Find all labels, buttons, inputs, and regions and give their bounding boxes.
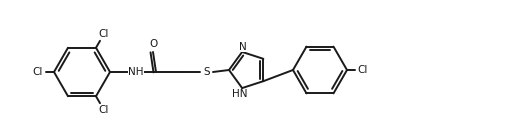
Text: Cl: Cl	[358, 65, 368, 75]
Text: N: N	[239, 42, 247, 52]
Text: NH: NH	[128, 67, 144, 77]
Text: HN: HN	[232, 89, 248, 99]
Text: S: S	[203, 67, 210, 77]
Text: Cl: Cl	[99, 29, 109, 39]
Text: Cl: Cl	[33, 67, 43, 77]
Text: Cl: Cl	[99, 105, 109, 115]
Text: O: O	[149, 39, 157, 49]
